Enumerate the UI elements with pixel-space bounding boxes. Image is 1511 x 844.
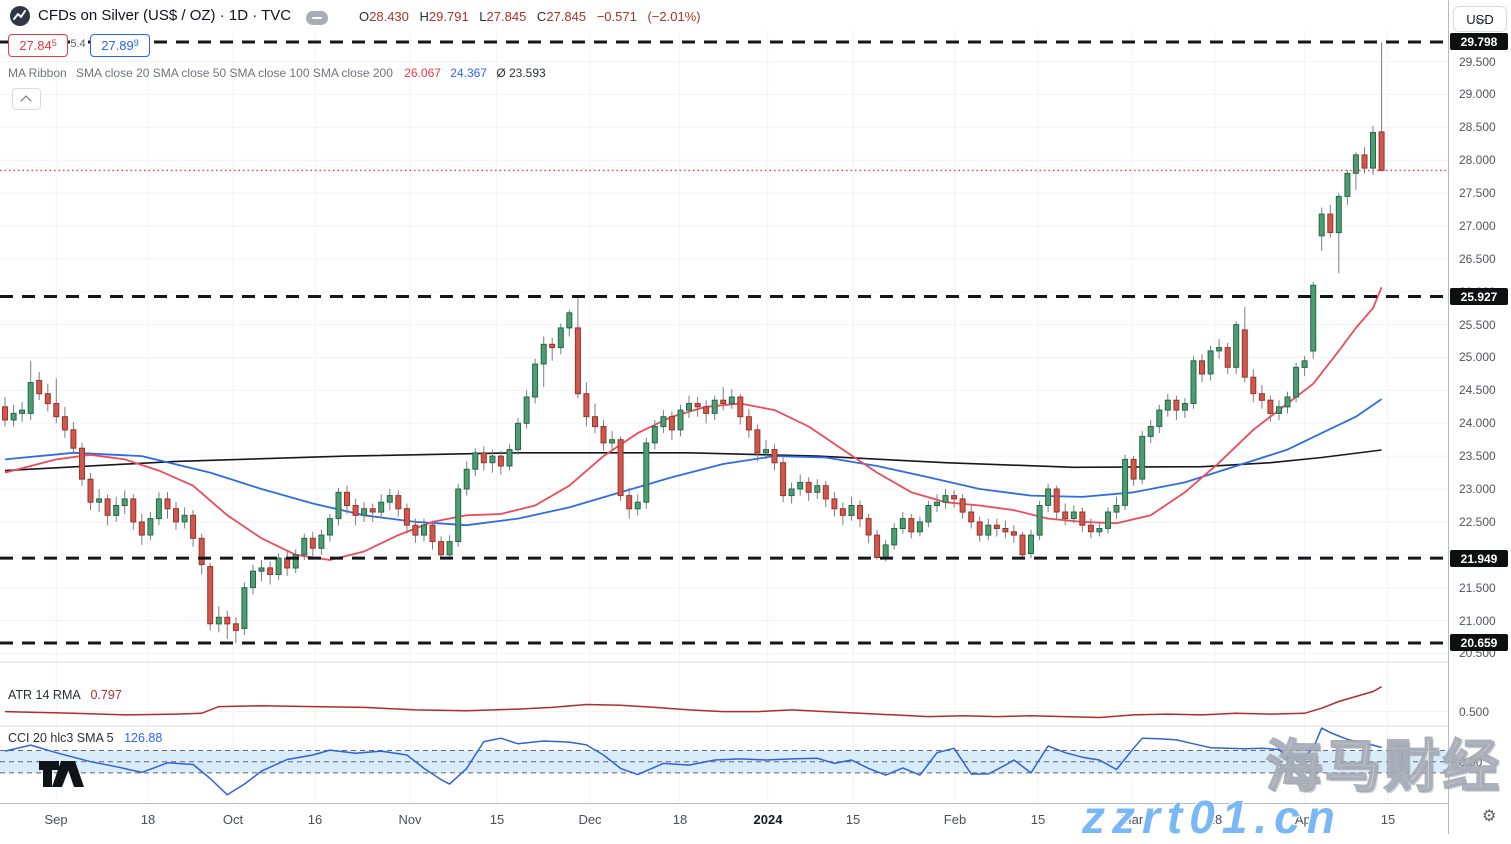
time-axis-label: 18 — [1207, 812, 1223, 827]
cci-value: 126.88 — [124, 731, 163, 745]
price-tick-label: 24.000 — [1459, 416, 1496, 430]
currency-label: USD — [1466, 11, 1494, 27]
change-percent: (−2.01%) — [647, 9, 701, 24]
time-axis-label: 18 — [672, 812, 688, 827]
price-tick-label: 22.500 — [1459, 515, 1496, 529]
time-axis-label: Mar — [1120, 812, 1144, 827]
ma-ribbon-title: MA Ribbon — [8, 66, 67, 80]
chart-header — [0, 0, 1448, 30]
level-price-tag: 20.659 — [1450, 634, 1508, 651]
time-axis-label: Dec — [578, 812, 602, 827]
price-tick-label: 27.500 — [1459, 186, 1496, 200]
cci-label: CCI 20 hlc3 SMA 5 — [8, 731, 114, 745]
time-axis-label: 18 — [140, 812, 156, 827]
price-axis[interactable]: USD 29.500 29.000 28.500 28.000 27.500 27.000… — [1448, 0, 1511, 834]
minus-icon[interactable] — [306, 11, 328, 25]
close-label: C — [536, 9, 547, 24]
low-value: 27.845 — [486, 9, 527, 24]
atr-label: ATR 14 RMA — [8, 688, 81, 702]
spread-label: 5.4 — [70, 38, 86, 50]
level-price-tag: 29.798 — [1450, 33, 1508, 50]
price-tick-label: 23.500 — [1459, 449, 1496, 463]
open-label: O — [359, 9, 370, 24]
price-tick-label: 28.000 — [1459, 153, 1496, 167]
price-tick-label: 21.000 — [1459, 614, 1496, 628]
price-tick-label: 21.500 — [1459, 581, 1496, 595]
chevron-up-icon — [20, 95, 32, 107]
sma20-value: 26.067 — [404, 66, 441, 80]
ma-average-value: Ø 23.593 — [496, 66, 546, 80]
cci-tick-label: 0.00 — [1459, 755, 1483, 769]
price-tick-label: 25.000 — [1459, 350, 1496, 364]
level-price-tag: 21.949 — [1450, 550, 1508, 567]
ma-ribbon-params: SMA close 20 SMA close 50 SMA close 100 … — [76, 66, 393, 80]
bid-price-value: 27.84 — [19, 38, 52, 53]
time-axis-label: Feb — [943, 812, 967, 827]
atr-legend: ATR 14 RMA 0.797 — [8, 688, 122, 702]
price-tick-label: 29.500 — [1459, 55, 1496, 69]
time-axis-label: 15 — [1030, 812, 1046, 827]
time-axis-label: Sep — [44, 812, 68, 827]
watermark-text-site: zzrt01.cn — [1082, 791, 1342, 843]
price-tick-label: 25.500 — [1459, 318, 1496, 332]
time-axis-label: 16 — [307, 812, 323, 827]
price-tick-label: 26.500 — [1459, 252, 1496, 266]
ma-ribbon-legend: MA Ribbon SMA close 20 SMA close 50 SMA … — [8, 66, 546, 80]
price-tick-label: 28.500 — [1459, 120, 1496, 134]
sma50-value: 24.367 — [450, 66, 487, 80]
watermark-text-cn: 海马财经 — [1265, 734, 1502, 799]
open-value: 28.430 — [369, 9, 409, 24]
settings-gear-icon[interactable]: ⚙ — [1482, 808, 1497, 825]
time-axis-label: 2024 — [753, 812, 783, 827]
low-label: L — [479, 9, 487, 24]
time-axis-label: 15 — [1380, 812, 1396, 827]
price-tick-label: 23.000 — [1459, 482, 1496, 496]
change-value: −0.571 — [596, 9, 637, 24]
time-axis[interactable]: Sep 18 Oct 16 Nov 15 Dec 18 2024 15 Feb 15 Mar 18 Apr 1… — [0, 803, 1448, 835]
time-axis-label: 15 — [489, 812, 505, 827]
close-value: 27.845 — [546, 9, 587, 24]
atr-tick-label: 0.500 — [1459, 705, 1490, 719]
high-value: 29.791 — [428, 9, 469, 24]
bid-price-box[interactable]: 27.84 5 — [8, 34, 68, 57]
time-axis-label: Nov — [398, 812, 422, 827]
currency-button[interactable]: USD — [1453, 6, 1507, 32]
price-tick-label: 27.000 — [1459, 219, 1496, 233]
high-label: H — [419, 9, 429, 24]
atr-value: 0.797 — [90, 688, 122, 702]
bid-price-sup: 5 — [51, 37, 57, 48]
ask-price-sup: 9 — [133, 37, 139, 48]
ask-price-value: 27.89 — [101, 38, 134, 53]
level-price-tag: 25.927 — [1450, 288, 1508, 305]
ohlc-readout: O28.430 H29.791 L27.845 C27.845 −0.571 (… — [352, 9, 701, 24]
time-axis-label: Oct — [222, 812, 244, 827]
symbol-title[interactable]: CFDs on Silver (US$ / OZ) · 1D · TVC — [38, 7, 292, 24]
cci-legend: CCI 20 hlc3 SMA 5 126.88 — [8, 731, 162, 745]
collapse-indicators-button[interactable] — [12, 88, 41, 110]
time-axis-label: Apr — [1294, 812, 1316, 827]
price-tick-label: 24.500 — [1459, 383, 1496, 397]
ask-price-box[interactable]: 27.89 9 — [90, 34, 150, 57]
time-axis-label: 15 — [845, 812, 861, 827]
price-tick-label: 29.000 — [1459, 87, 1496, 101]
tradingview-logo[interactable] — [38, 760, 90, 793]
symbol-logo-icon[interactable] — [10, 6, 30, 26]
